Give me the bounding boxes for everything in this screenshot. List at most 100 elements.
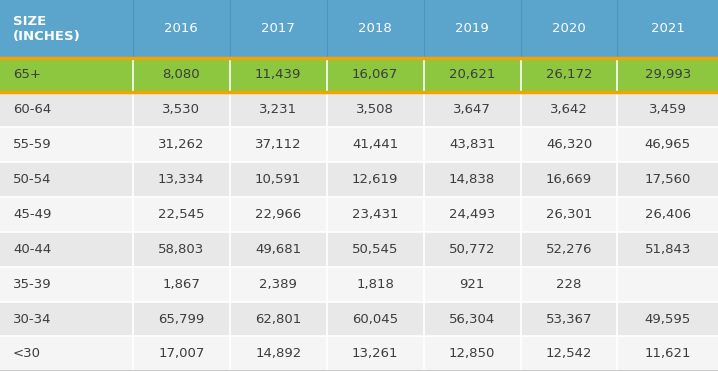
Text: 13,334: 13,334	[158, 173, 205, 186]
Bar	[230, 0, 327, 58]
Text: 53,367: 53,367	[546, 312, 592, 326]
Bar	[133, 197, 230, 232]
Text: 11,439: 11,439	[255, 68, 302, 82]
Text: 62,801: 62,801	[255, 312, 302, 326]
Bar	[327, 92, 424, 127]
Text: 17,007: 17,007	[158, 347, 205, 361]
Text: SIZE
(INCHES): SIZE (INCHES)	[13, 15, 80, 43]
Text: 24,493: 24,493	[449, 208, 495, 221]
Bar	[424, 336, 521, 371]
Bar	[133, 302, 230, 336]
Bar	[424, 127, 521, 162]
Bar	[133, 267, 230, 302]
Text: 14,838: 14,838	[449, 173, 495, 186]
Text: 228: 228	[556, 278, 582, 291]
Bar	[0, 336, 133, 371]
Bar	[0, 302, 133, 336]
Text: 56,304: 56,304	[449, 312, 495, 326]
Bar	[521, 0, 617, 58]
Bar	[133, 58, 230, 92]
Bar	[424, 197, 521, 232]
Bar	[327, 336, 424, 371]
Bar	[327, 267, 424, 302]
Bar	[230, 127, 327, 162]
Bar	[230, 302, 327, 336]
Text: 16,669: 16,669	[546, 173, 592, 186]
Bar	[424, 232, 521, 267]
Text: 46,965: 46,965	[645, 138, 691, 151]
Text: 52,276: 52,276	[546, 243, 592, 256]
Bar	[133, 162, 230, 197]
Bar	[133, 232, 230, 267]
Text: 1,867: 1,867	[162, 278, 200, 291]
Text: 921: 921	[460, 278, 485, 291]
Text: 41,441: 41,441	[352, 138, 398, 151]
Text: 58,803: 58,803	[158, 243, 205, 256]
Bar	[0, 58, 133, 92]
Text: 8,080: 8,080	[162, 68, 200, 82]
Text: 50,772: 50,772	[449, 243, 495, 256]
Text: 26,406: 26,406	[645, 208, 691, 221]
Text: 23,431: 23,431	[352, 208, 398, 221]
Text: 31,262: 31,262	[158, 138, 205, 151]
Text: 3,642: 3,642	[550, 103, 588, 116]
Bar	[327, 127, 424, 162]
Text: 20,621: 20,621	[449, 68, 495, 82]
Bar	[133, 336, 230, 371]
Text: 50-54: 50-54	[13, 173, 52, 186]
Text: 26,172: 26,172	[546, 68, 592, 82]
Text: 1,818: 1,818	[356, 278, 394, 291]
Text: 30-34: 30-34	[13, 312, 52, 326]
Text: 26,301: 26,301	[546, 208, 592, 221]
Text: 29,993: 29,993	[645, 68, 691, 82]
Bar	[521, 92, 617, 127]
Bar	[521, 162, 617, 197]
Bar	[230, 162, 327, 197]
Text: 43,831: 43,831	[449, 138, 495, 151]
Bar	[327, 162, 424, 197]
Bar	[0, 267, 133, 302]
Text: 3,231: 3,231	[259, 103, 297, 116]
Bar	[521, 197, 617, 232]
Bar	[521, 127, 617, 162]
Text: 55-59: 55-59	[13, 138, 52, 151]
Bar	[617, 336, 718, 371]
Text: 65+: 65+	[13, 68, 41, 82]
Bar	[617, 0, 718, 58]
Text: 12,619: 12,619	[352, 173, 398, 186]
Text: 16,067: 16,067	[352, 68, 398, 82]
Text: 3,508: 3,508	[356, 103, 394, 116]
Text: 13,261: 13,261	[352, 347, 398, 361]
Text: 50,545: 50,545	[352, 243, 398, 256]
Bar	[133, 127, 230, 162]
Bar	[521, 232, 617, 267]
Text: 22,545: 22,545	[158, 208, 205, 221]
Text: <30: <30	[13, 347, 41, 361]
Bar	[0, 0, 133, 58]
Text: 35-39: 35-39	[13, 278, 52, 291]
Text: 46,320: 46,320	[546, 138, 592, 151]
Text: 2017: 2017	[261, 22, 295, 35]
Bar	[327, 302, 424, 336]
Bar	[327, 197, 424, 232]
Text: 14,892: 14,892	[255, 347, 302, 361]
Bar	[327, 232, 424, 267]
Bar	[0, 162, 133, 197]
Text: 12,850: 12,850	[449, 347, 495, 361]
Bar	[133, 0, 230, 58]
Text: 51,843: 51,843	[645, 243, 691, 256]
Bar	[617, 197, 718, 232]
Bar	[327, 0, 424, 58]
Bar	[424, 302, 521, 336]
Bar	[617, 127, 718, 162]
Bar	[0, 232, 133, 267]
Text: 2018: 2018	[358, 22, 392, 35]
Bar	[617, 267, 718, 302]
Text: 2019: 2019	[455, 22, 489, 35]
Bar	[521, 267, 617, 302]
Bar	[424, 267, 521, 302]
Bar	[617, 302, 718, 336]
Bar	[521, 336, 617, 371]
Text: 2,389: 2,389	[259, 278, 297, 291]
Bar	[521, 302, 617, 336]
